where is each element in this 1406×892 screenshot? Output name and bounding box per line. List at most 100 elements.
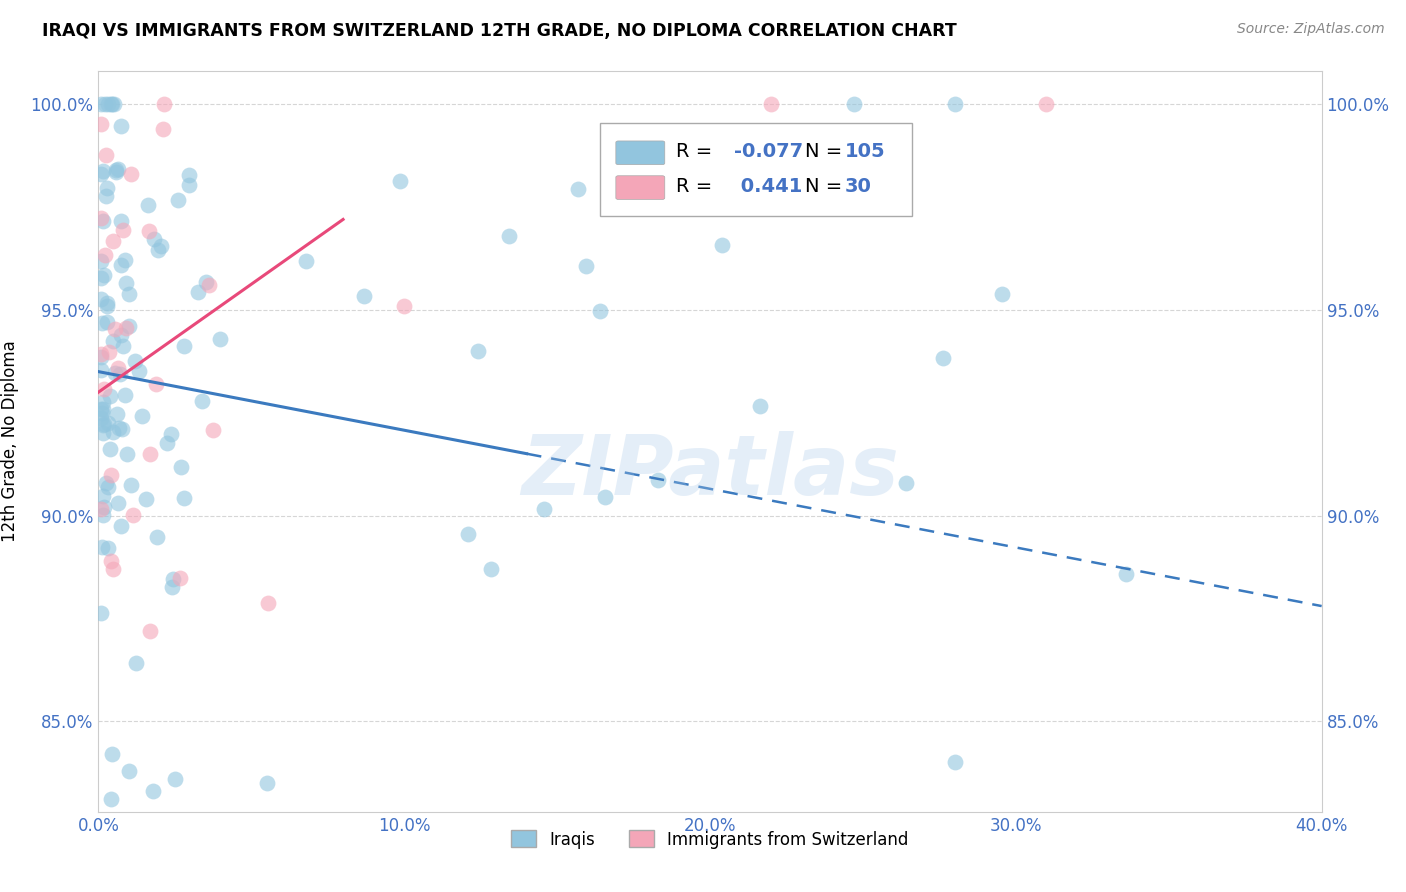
Point: [91, 406, 114, 420]
Point: [894, 475, 917, 490]
Point: [117, 287, 139, 301]
Point: [115, 447, 138, 461]
Point: [173, 339, 195, 353]
Point: [125, 656, 148, 670]
Point: [162, 572, 184, 586]
Point: [191, 394, 214, 409]
Point: [96, 181, 118, 195]
Text: Source: ZipAtlas.com: Source: ZipAtlas.com: [1237, 22, 1385, 37]
Point: [139, 447, 162, 461]
Point: [97, 416, 120, 430]
Point: [94, 148, 117, 162]
Point: [575, 259, 598, 273]
FancyBboxPatch shape: [616, 176, 665, 200]
Point: [160, 580, 183, 594]
Point: [120, 168, 142, 182]
Point: [498, 229, 520, 244]
Text: R =: R =: [676, 177, 724, 195]
Point: [96, 480, 118, 494]
Point: [198, 278, 221, 293]
Point: [98, 388, 121, 402]
Point: [93, 382, 115, 396]
Point: [91, 508, 114, 522]
Point: [647, 473, 669, 487]
Point: [110, 327, 132, 342]
Point: [91, 426, 114, 441]
Y-axis label: 12th Grade, No Diploma: 12th Grade, No Diploma: [1, 341, 20, 542]
Point: [479, 562, 502, 576]
Point: [932, 351, 955, 365]
Text: -0.077: -0.077: [734, 142, 804, 161]
FancyBboxPatch shape: [600, 123, 912, 216]
Point: [713, 190, 735, 204]
Point: [131, 409, 153, 424]
Text: 30: 30: [845, 177, 872, 195]
Point: [135, 492, 157, 507]
Point: [90, 254, 112, 268]
Point: [195, 275, 218, 289]
Point: [97, 541, 120, 555]
Point: [257, 596, 280, 610]
Point: [93, 164, 115, 178]
Point: [103, 234, 125, 248]
Point: [100, 792, 122, 806]
Point: [533, 502, 555, 516]
Point: [593, 490, 616, 504]
Point: [97, 344, 120, 359]
Point: [295, 253, 318, 268]
Point: [139, 624, 162, 638]
Point: [111, 222, 134, 236]
Point: [457, 527, 479, 541]
Point: [169, 571, 191, 585]
Point: [256, 776, 278, 790]
Point: [392, 299, 416, 313]
Point: [209, 332, 232, 346]
Point: [91, 214, 114, 228]
Point: [90, 97, 112, 112]
Point: [160, 426, 183, 441]
Point: [90, 293, 112, 307]
Point: [145, 376, 167, 391]
Point: [844, 97, 866, 112]
Point: [186, 285, 208, 299]
Point: [105, 407, 128, 421]
Point: [114, 253, 136, 268]
Point: [101, 747, 124, 761]
Point: [1035, 97, 1057, 112]
Point: [163, 772, 186, 786]
Text: R =: R =: [676, 142, 718, 161]
Point: [167, 193, 190, 207]
Point: [100, 553, 122, 567]
Point: [991, 287, 1014, 301]
Point: [110, 119, 132, 133]
Point: [136, 198, 159, 212]
Point: [710, 238, 733, 252]
Point: [90, 401, 112, 416]
Point: [110, 213, 132, 227]
Point: [90, 167, 112, 181]
Point: [97, 97, 120, 112]
Point: [105, 162, 128, 177]
Point: [90, 606, 112, 620]
Point: [170, 459, 193, 474]
Text: 105: 105: [845, 142, 886, 161]
Point: [98, 442, 121, 456]
Point: [114, 388, 136, 402]
Point: [90, 350, 112, 364]
Point: [142, 232, 165, 246]
Point: [90, 211, 112, 226]
Point: [120, 478, 142, 492]
Point: [1115, 567, 1137, 582]
Point: [96, 300, 118, 314]
Point: [353, 289, 375, 303]
Point: [943, 97, 966, 112]
Point: [107, 496, 129, 510]
Text: N =: N =: [806, 142, 842, 161]
Point: [90, 411, 112, 425]
Point: [110, 421, 132, 435]
Point: [389, 174, 412, 188]
Point: [128, 364, 150, 378]
Point: [93, 417, 115, 432]
Point: [90, 363, 112, 377]
Point: [93, 268, 115, 282]
